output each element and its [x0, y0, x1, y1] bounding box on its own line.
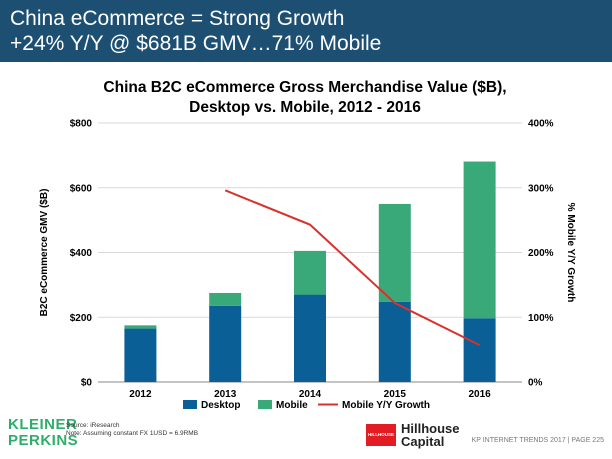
- slide-title-line-2: +24% Y/Y @ $681B GMV…71% Mobile: [10, 32, 382, 55]
- y-tick-label: $200: [70, 313, 93, 324]
- source-line: Source: iResearch: [66, 422, 120, 429]
- y2-tick-label: 0%: [528, 378, 543, 389]
- hillhouse-logo-mark: HILLHOUSE: [366, 424, 396, 446]
- x-tick-label: 2015: [384, 389, 407, 400]
- hillhouse-capital-logo: Hillhouse Capital: [401, 422, 460, 448]
- y-tick-label: $400: [70, 248, 93, 259]
- bar-desktop: [294, 294, 326, 382]
- x-tick-label: 2013: [214, 389, 237, 400]
- bar-mobile: [209, 292, 242, 306]
- growth-line: [224, 189, 481, 346]
- brand-line-2: PERKINS: [8, 432, 79, 449]
- y2-tick-label: 200%: [528, 248, 554, 259]
- y-axis-label: B2C eCommerce GMV ($B): [39, 189, 50, 317]
- partner-line-2: Capital: [401, 434, 445, 449]
- chart-title: China B2C eCommerce Gross Merchandise Va…: [60, 78, 550, 118]
- y-tick-label: $600: [70, 183, 93, 194]
- slide-header: China eCommerce = Strong Growth +24% Y/Y…: [0, 0, 612, 62]
- bar-mobile: [124, 325, 157, 329]
- bar-desktop: [124, 328, 157, 382]
- legend-label-desktop: Desktop: [201, 400, 240, 411]
- legend-label-mobile: Mobile: [276, 400, 308, 411]
- chart-title-line-1: China B2C eCommerce Gross Merchandise Va…: [103, 79, 507, 96]
- bar-mobile: [378, 203, 411, 302]
- x-tick-label: 2016: [468, 389, 491, 400]
- x-tick-label: 2014: [299, 389, 322, 400]
- bar-desktop: [378, 301, 411, 382]
- source-note: Source: iResearch Note: Assuming constan…: [66, 422, 198, 438]
- slide-title-line-1: China eCommerce = Strong Growth: [10, 7, 345, 30]
- legend-swatch-mobile: [258, 400, 272, 409]
- y2-axis-label: % Mobile Y/Y Growth: [565, 203, 576, 303]
- bar-mobile: [294, 250, 326, 295]
- y2-tick-label: 300%: [528, 183, 554, 194]
- bar-desktop: [463, 318, 496, 382]
- bar-mobile: [463, 161, 496, 319]
- kleiner-perkins-logo: KLEINER PERKINS: [8, 417, 78, 449]
- brand-line-1: KLEINER: [8, 416, 78, 433]
- y2-tick-label: 100%: [528, 313, 554, 324]
- partner-line-1: Hillhouse: [401, 421, 460, 436]
- y2-tick-label: 400%: [528, 119, 554, 130]
- page-number-note: KP INTERNET TRENDS 2017 | PAGE 225: [471, 437, 604, 444]
- fx-note-line: Note: Assuming constant FX 1USD = 6.9RMB: [66, 430, 199, 437]
- x-tick-label: 2012: [129, 389, 152, 400]
- bar-desktop: [209, 305, 242, 382]
- y-tick-label: $800: [70, 119, 93, 130]
- legend-label-growth: Mobile Y/Y Growth: [342, 400, 430, 411]
- chart-title-line-2: Desktop vs. Mobile, 2012 - 2016: [189, 99, 421, 116]
- legend-swatch-desktop: [183, 400, 197, 409]
- y-tick-label: $0: [81, 378, 93, 389]
